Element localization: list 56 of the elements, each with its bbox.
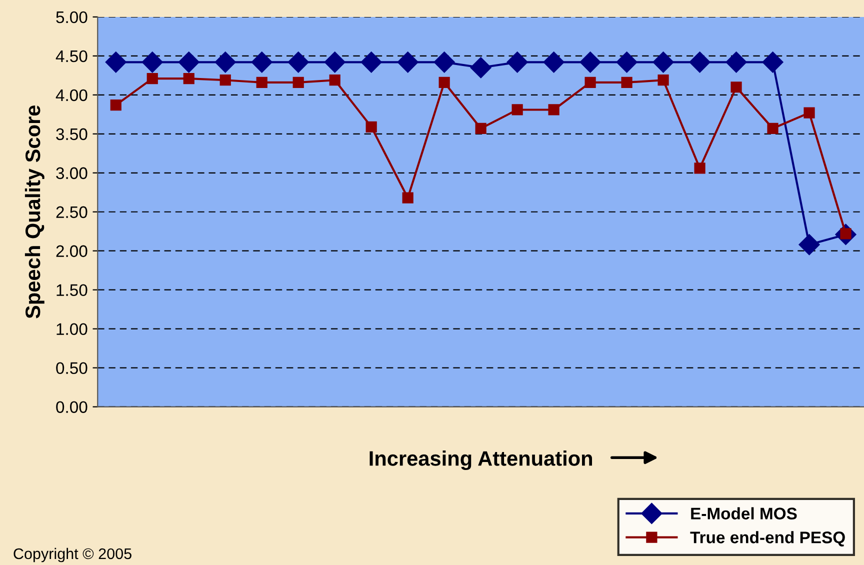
y-tick-label: 0.00 (56, 401, 88, 414)
y-axis-title: Speech Quality Score (24, 105, 44, 318)
point (402, 192, 414, 204)
point (360, 52, 382, 73)
point (506, 52, 528, 73)
point (142, 52, 163, 73)
point (470, 57, 492, 78)
point (584, 76, 596, 88)
text: Copyright © 2005 (14, 548, 132, 562)
point (798, 234, 820, 256)
y-tick-label: 3.00 (56, 167, 88, 180)
point (580, 52, 601, 73)
point (512, 104, 523, 116)
y-tick-label: 5.00 (56, 11, 88, 24)
point (178, 52, 200, 73)
point (324, 52, 346, 73)
point (543, 52, 564, 73)
point (730, 82, 742, 93)
point (475, 122, 486, 134)
y-tick-label: 4.00 (56, 89, 88, 102)
y-tick-label: 1.00 (56, 323, 88, 336)
point (110, 100, 122, 111)
y-tick-label: 1.50 (56, 284, 88, 296)
point (288, 52, 309, 73)
point (256, 76, 268, 88)
point (366, 121, 377, 132)
point (397, 52, 418, 73)
point (658, 74, 669, 86)
point (548, 104, 560, 116)
point (105, 52, 126, 73)
y-tick-label: 2.00 (56, 245, 88, 258)
point (621, 76, 632, 88)
point (220, 74, 231, 86)
legend-label: True end-end PESQ (690, 531, 845, 546)
legend-label: E-Model MOS (691, 507, 797, 520)
y-tick-label: 2.50 (56, 206, 88, 218)
point (434, 52, 455, 73)
point (652, 52, 674, 73)
point (767, 122, 778, 134)
point (616, 52, 638, 73)
point (762, 52, 784, 73)
y-tick-label: 0.50 (56, 362, 88, 374)
point (694, 162, 706, 174)
x-axis-title: Increasing Attenuation (370, 450, 592, 470)
point (689, 52, 710, 73)
point (329, 74, 340, 86)
point (251, 52, 272, 73)
point (804, 107, 815, 118)
point (292, 76, 304, 88)
point (214, 52, 236, 73)
point (183, 72, 194, 84)
point (146, 72, 158, 84)
y-tick-label: 4.50 (56, 50, 88, 62)
point (438, 76, 450, 88)
y-tick-label: 3.50 (56, 128, 88, 140)
point (726, 52, 747, 73)
